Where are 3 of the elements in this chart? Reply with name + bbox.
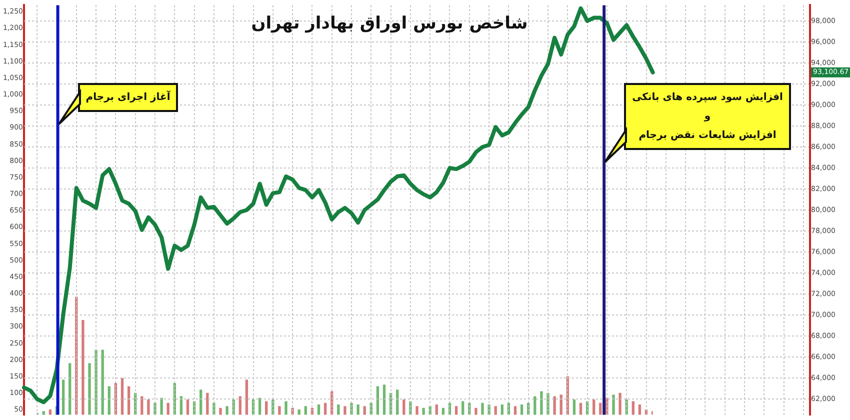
annotation: افزایش سود سپرده های بانکی و افزایش شایعات نقض برجام — [624, 83, 791, 150]
text: شاخص بورس اوراق بهادار تهران — [251, 14, 528, 34]
annotation: آغاز اجرای برجام — [78, 83, 178, 112]
